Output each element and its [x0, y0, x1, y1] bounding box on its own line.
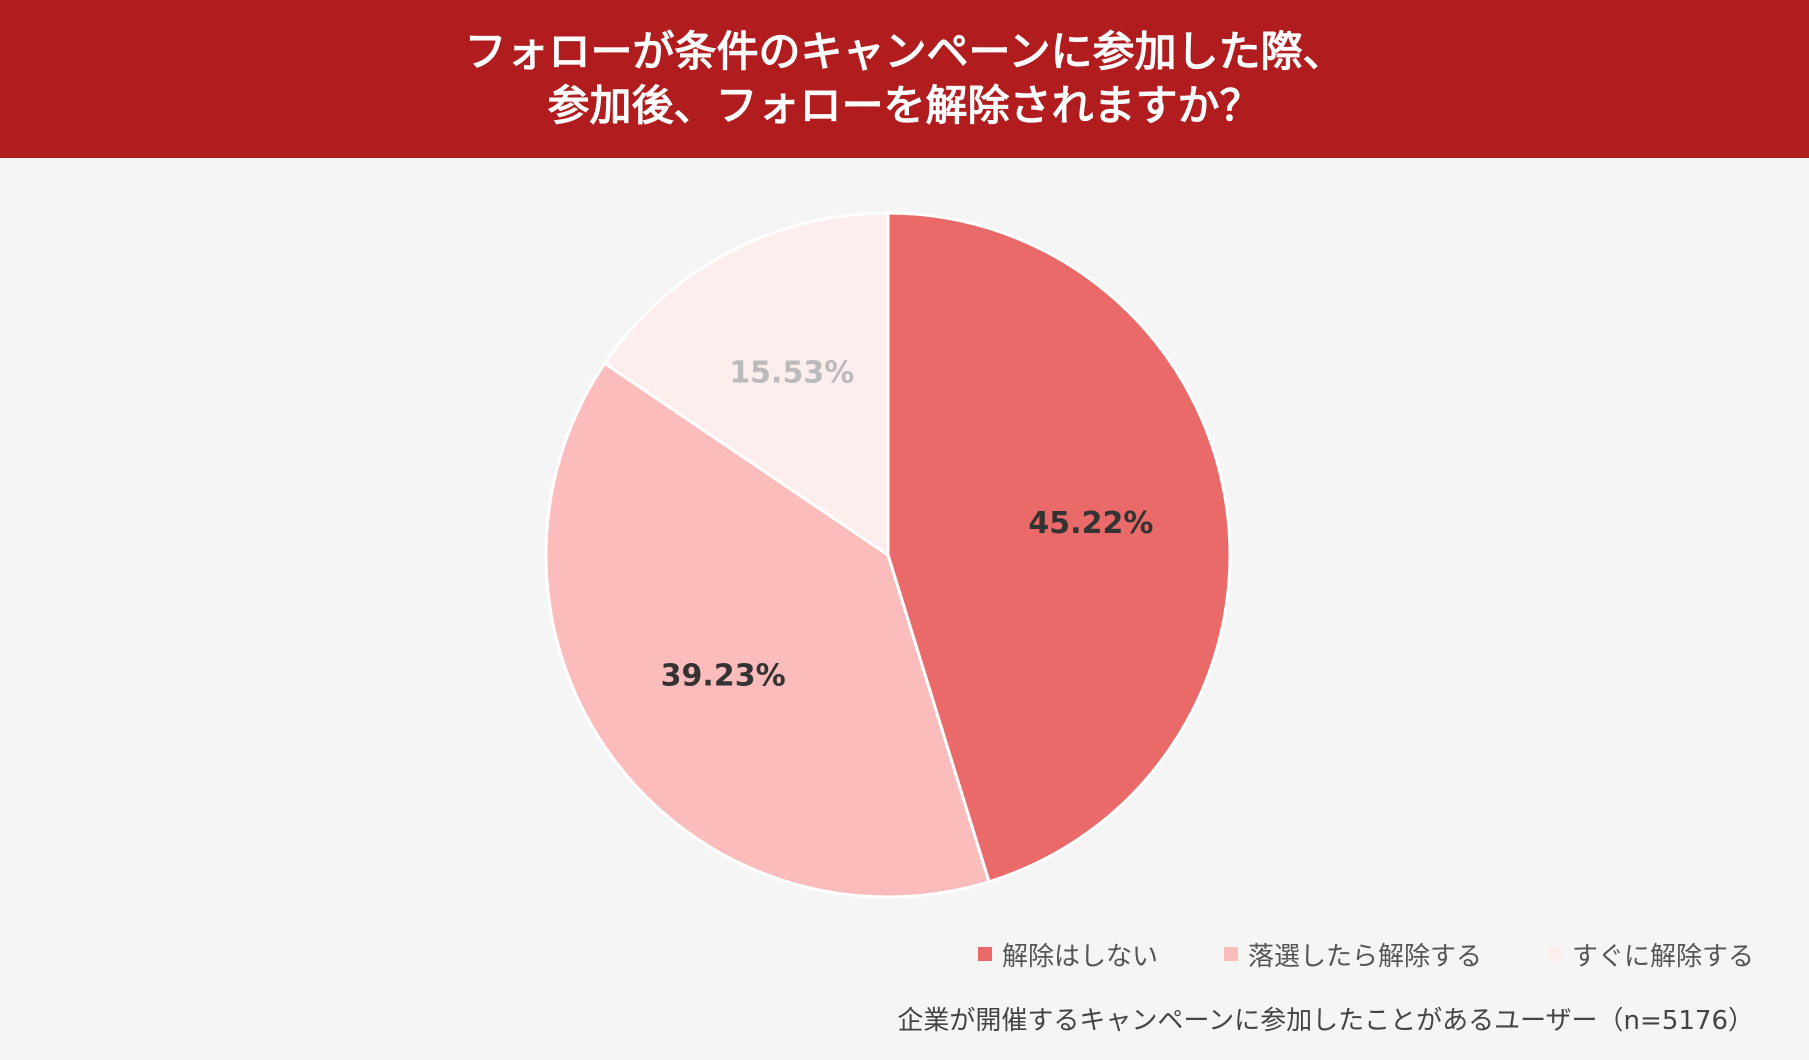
legend-swatch-2: [1547, 947, 1562, 961]
pie-data-label-1: 39.23%: [661, 659, 786, 694]
pie-slice-2: [602, 211, 890, 558]
pie-slice-0: [886, 211, 1232, 884]
legend-item-0: 解除はしない: [977, 936, 1158, 973]
chart-title-line-1: フォローが条件のキャンペーンに参加した際、: [464, 27, 1345, 76]
chart-title-line-2: 参加後、フォローを解除されますか？: [547, 81, 1262, 130]
legend-item-2: すぐに解除する: [1547, 936, 1754, 973]
legend-item-1: 落選したら解除する: [1223, 936, 1482, 973]
legend-label-2: すぐに解除する: [1571, 941, 1754, 972]
legend-label-1: 落選したら解除する: [1247, 941, 1482, 972]
pie-data-label-2: 15.53%: [729, 355, 854, 390]
legend-swatch-1: [1223, 947, 1238, 961]
pie-slice-1: [544, 361, 991, 899]
chart-legend: 解除はしない 落選したら解除する すぐに解除する: [977, 934, 1754, 974]
pie-data-label-0: 45.22%: [1028, 506, 1153, 541]
legend-swatch-0: [977, 947, 992, 961]
legend-label-0: 解除はしない: [1001, 941, 1158, 972]
chart-header: フォローが条件のキャンペーンに参加した際、 参加後、フォローを解除されますか？: [0, 0, 1809, 158]
sample-footnote: 企業が開催するキャンペーンに参加したことがあるユーザー（n=5176）: [897, 1006, 1754, 1036]
